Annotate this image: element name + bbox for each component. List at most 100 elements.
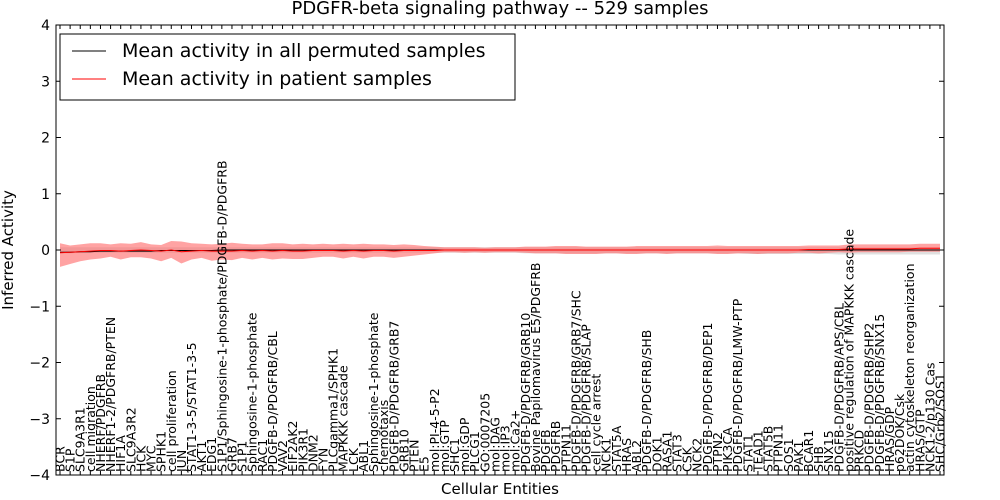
x-category-label: HIF1A: [113, 435, 128, 472]
x-category-label: E5: [417, 456, 432, 472]
legend: Mean activity in all permuted samples Me…: [59, 33, 516, 101]
x-category-label: STAT1-3-5/STAT1-3-5: [184, 342, 199, 472]
x-category-label: GRB10: [396, 429, 411, 472]
x-category-label: PDGFRB: [548, 421, 563, 472]
x-category-label: cell proliferation: [164, 370, 179, 472]
y-tick-label: −3: [29, 412, 50, 428]
x-category-label: actin cytoskeleton reorganization: [902, 263, 917, 472]
x-category-label: AKT1: [194, 441, 209, 472]
x-category-label: SPHK1: [154, 431, 169, 472]
y-tick-label: 2: [41, 131, 50, 147]
x-category-label: mol:DAG: [487, 417, 502, 472]
x-category-label: STAT1: [740, 434, 755, 472]
legend-label-patient: Mean activity in patient samples: [122, 68, 432, 90]
series-lines: [59, 247, 940, 254]
x-category-label: PDGFB-D/PDGFRB/GRB10: [518, 313, 533, 472]
x-category-label: chemotaxis: [376, 400, 391, 472]
x-category-label: PAK1: [791, 441, 806, 472]
x-category-label: mol:GDP: [457, 417, 472, 472]
x-category-label: STAT5B: [761, 426, 776, 472]
x-category-label: NHERF/PDGFRB: [93, 374, 108, 472]
y-tick-label: 4: [41, 18, 50, 34]
x-category-label: TEAD1: [750, 430, 765, 473]
x-category-label: PDGFB-D/PDGFRB/SNX15: [872, 314, 887, 472]
x-category-label: PDGFB-D/PDGFRB/DEP1: [700, 323, 715, 473]
x-category-label: PIK3CA: [720, 427, 735, 472]
x-category-label: PDGFB-D/PDGFRB/APS/CBL: [831, 303, 846, 472]
x-category-label: HCK: [133, 445, 148, 472]
confidence-bands: [60, 241, 940, 267]
band-series-1: [60, 241, 940, 267]
x-category-label: PTPN11: [558, 424, 573, 472]
y-tick-label: −2: [29, 356, 50, 372]
y-tick-label: 0: [41, 243, 50, 259]
chart-title: PDGFR-beta signaling pathway -- 529 samp…: [291, 0, 708, 19]
x-category-label: S1P1: [235, 441, 250, 472]
x-category-label: PDGFB-D/PDGFRB/GRB7: [386, 321, 401, 472]
x-category-label: HRAS/GDP: [882, 406, 897, 472]
x-category-label: STAT5A: [609, 425, 624, 472]
y-tick-label: −1: [29, 299, 50, 315]
x-category-label: JUN: [174, 450, 189, 473]
x-category-label: p62DOK/Csk: [892, 393, 907, 472]
x-category-label: PLCgamma1/SPHK1: [326, 348, 341, 472]
x-category-label: PTPN2: [710, 432, 725, 472]
x-category-label: Sphingosine-1-phosphate: [245, 312, 260, 472]
x-category-label: PTEN: [407, 440, 422, 472]
legend-label-permuted: Mean activity in all permuted samples: [122, 40, 485, 62]
x-category-label: Sphingosine-1-phosphate: [366, 312, 381, 472]
x-category-label: SOS1: [781, 438, 796, 472]
line-series-1: [59, 247, 940, 254]
x-category-label: mol:PI-4-5-P2: [427, 388, 442, 472]
x-category-label: RASA1: [659, 431, 674, 472]
x-category-label: SHC1: [447, 438, 462, 472]
y-tick-label: −4: [29, 468, 50, 484]
x-axis-label: Cellular Entities: [441, 480, 559, 498]
x-category-label: GRB7: [224, 437, 239, 472]
y-axis: −4 −3 −2 −1 0 1 2 3 4: [29, 18, 944, 484]
x-category-label: SHC/Grb2/SOS1: [933, 373, 948, 472]
x-category-label: HRAS/GTP: [912, 409, 927, 472]
x-category-label: PTPN11: [771, 424, 786, 472]
x-category-label: NCK2: [690, 438, 705, 472]
x-category-label: PRKCD: [852, 430, 867, 472]
plot-area: [59, 241, 940, 267]
x-category-label: S1P: [63, 448, 78, 472]
x-category-label: STAT3: [670, 434, 685, 472]
x-category-label: DNM2: [305, 434, 320, 472]
x-category-label: positive regulation of MAPKKK cascade: [841, 229, 856, 472]
x-category-label: PDGFB-D/PDGFRB/SHB: [639, 330, 654, 472]
x-category-label: EIF2AK2: [285, 421, 300, 472]
x-category-label: GO:0007205: [477, 393, 492, 472]
x-category-label: ABL1: [356, 440, 371, 472]
x-category-label: PDGFB-D/PDGFRB/SLAP: [578, 324, 593, 472]
x-category-label: PIK3R1: [295, 428, 310, 472]
x-category-label: NCK1: [599, 438, 614, 472]
x-category-label: PDGFB-D/PDGFRB/CBL: [265, 331, 280, 472]
x-category-label: FYN: [315, 448, 330, 472]
x-category-label: VAV2: [275, 440, 290, 472]
x-category-label: SLC9A3R2: [123, 407, 138, 472]
x-category-label: PDGFB-D/PDGFRB/GRB7/SHC: [568, 290, 583, 472]
y-tick-label: 3: [41, 74, 50, 90]
x-category-label: cell cycle arrest: [589, 374, 604, 472]
x-category-label: EDG1: [204, 437, 219, 472]
x-category-label: PDGFB-D/PDGFRB/SHP2: [862, 323, 877, 472]
legend-box: [59, 33, 516, 101]
x-category-label: mol:Ca2+: [508, 410, 523, 472]
x-category-label: PLCG1: [467, 431, 482, 472]
x-category-label: MAPKKK cascade: [336, 365, 351, 472]
x-category-label: mol:IP3: [498, 425, 513, 472]
x-category-label: PDGFB: [538, 429, 553, 472]
x-category-label: SLC9A3R1: [73, 407, 88, 472]
x-category-label: RAC1: [255, 439, 270, 472]
x-category-label: cell migration: [83, 386, 98, 472]
y-tick-label: 1: [41, 187, 50, 203]
x-category-label: PDGFB-D/PDGFRB/LMW-PTP: [730, 298, 745, 472]
x-category-label: SNX15: [821, 430, 836, 472]
x-category-label: NCK1-2/p130 Cas: [922, 362, 937, 472]
x-category-label: MYC: [144, 445, 159, 472]
x-category-label: BCAR1: [801, 430, 816, 472]
